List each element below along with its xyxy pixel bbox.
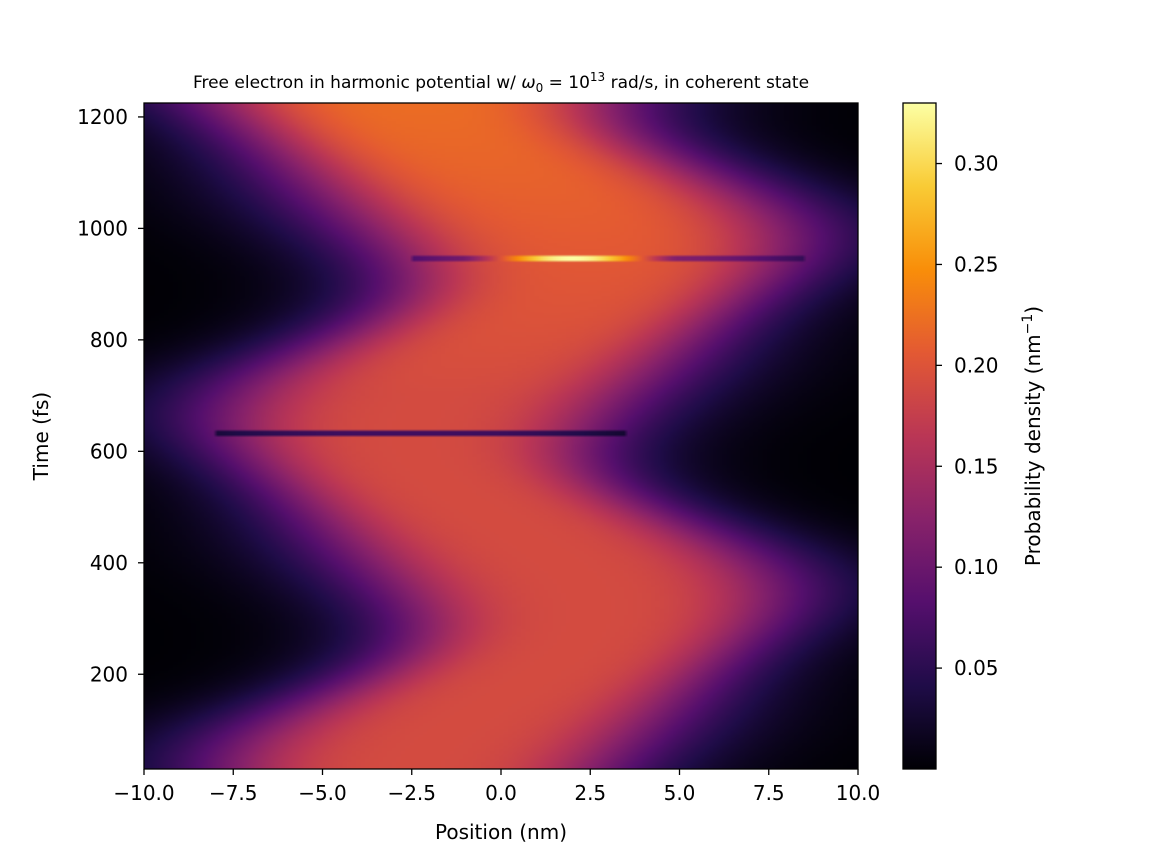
- heatmap-plot-area: [144, 103, 858, 769]
- x-axis: −10.0 −7.5 −5.0 −2.5 0.0 2.5 5.0 7.5 10.0: [113, 769, 880, 805]
- x-tick-label: 2.5: [574, 781, 606, 805]
- y-axis-label: Time (fs): [29, 392, 53, 481]
- y-tick-label: 200: [90, 662, 128, 686]
- colorbar-tick-label: 0.30: [954, 152, 999, 176]
- chart-title: Free electron in harmonic potential w/ ω…: [193, 70, 809, 95]
- colorbar: [902, 102, 937, 770]
- y-tick-label: 800: [90, 328, 128, 352]
- y-tick-label: 600: [90, 439, 128, 463]
- x-axis-label: Position (nm): [435, 820, 567, 844]
- colorbar-tick-label: 0.25: [954, 252, 999, 276]
- colorbar-axis: 0.05 0.10 0.15 0.20 0.25 0.30: [936, 152, 999, 680]
- colorbar-tick-label: 0.20: [954, 353, 999, 377]
- colorbar-tick-label: 0.15: [954, 454, 999, 478]
- x-tick-label: −5.0: [298, 781, 347, 805]
- y-tick-label: 1000: [77, 216, 128, 240]
- x-tick-label: −2.5: [387, 781, 436, 805]
- y-tick-label: 400: [90, 551, 128, 575]
- x-tick-label: 10.0: [836, 781, 881, 805]
- colorbar-label: Probability density (nm−1): [1020, 306, 1045, 566]
- x-tick-label: −10.0: [113, 781, 174, 805]
- x-tick-label: −7.5: [209, 781, 258, 805]
- x-tick-label: 5.0: [664, 781, 696, 805]
- heatmap-image: [144, 103, 858, 769]
- colorbar-tick-label: 0.10: [954, 555, 999, 579]
- x-tick-label: 0.0: [485, 781, 517, 805]
- y-axis: 200 400 600 800 1000 1200: [77, 105, 144, 686]
- x-tick-label: 7.5: [753, 781, 785, 805]
- colorbar-tick-label: 0.05: [954, 656, 999, 680]
- y-tick-label: 1200: [77, 105, 128, 129]
